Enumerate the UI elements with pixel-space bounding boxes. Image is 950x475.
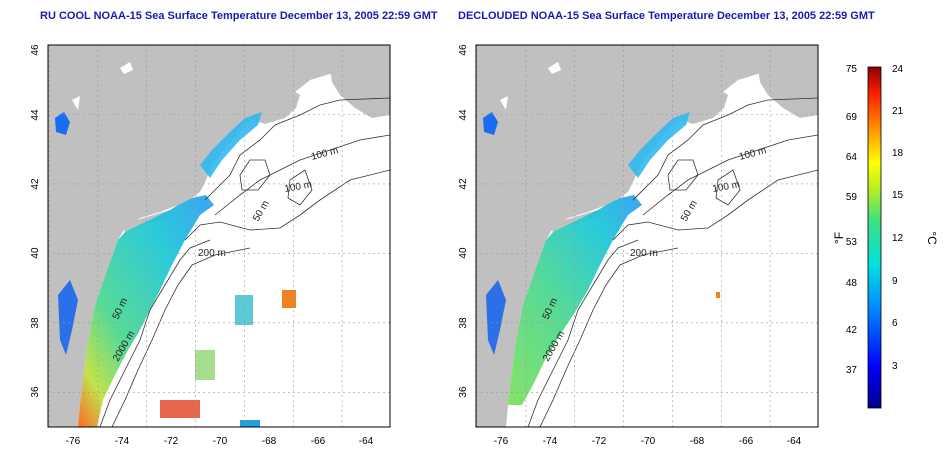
colorbar-ramp [867, 66, 882, 409]
fahrenheit-tick: 69 [846, 112, 858, 123]
left-map: 100 m 100 m 50 m 200 m 50 m 2000 m [30, 44, 391, 447]
celsius-tick: 12 [892, 233, 904, 244]
sst-gulf-of-maine [200, 112, 262, 178]
fahrenheit-label: °F [832, 232, 846, 244]
land-newfoundland [758, 62, 818, 118]
lon-tick-label: -74 [543, 436, 558, 447]
celsius-tick: 6 [892, 318, 898, 329]
fahrenheit-tick: 37 [846, 365, 858, 376]
fahrenheit-tick: 53 [846, 237, 858, 248]
sst-bay-blue [58, 280, 78, 355]
grid [48, 45, 390, 427]
colorbar: 75 69 64 59 53 48 42 37 °F 24 21 18 15 1… [832, 64, 939, 409]
sst-gulf-of-maine [628, 112, 690, 178]
fahrenheit-tick: 48 [846, 278, 858, 289]
lon-tick-label: -76 [494, 436, 509, 447]
lake [120, 62, 133, 74]
left-map-frame [47, 44, 391, 428]
land-mass [476, 45, 818, 427]
sst-patch [240, 420, 260, 427]
bathymetry-contours [99, 97, 390, 427]
left-map-title: RU COOL NOAA-15 Sea Surface Temperature … [40, 10, 438, 22]
lon-tick-label: -72 [592, 436, 607, 447]
lon-tick-label: -68 [690, 436, 705, 447]
land-nova-scotia [678, 88, 728, 124]
sst-lake-blue [483, 112, 498, 135]
lat-tick-label: 40 [458, 247, 469, 259]
grid [476, 45, 818, 427]
lon-tick-label: -74 [115, 436, 130, 447]
land-newfoundland [330, 62, 390, 118]
colorbar-celsius-ticks: 24 21 18 15 12 9 6 3 [892, 64, 904, 372]
lon-tick-label: -70 [641, 436, 656, 447]
lat-tick-label: 38 [30, 317, 41, 329]
celsius-tick: 18 [892, 148, 904, 159]
celsius-tick: 21 [892, 106, 904, 117]
contour-label: 200 m [630, 248, 658, 259]
sst-bay-blue [486, 280, 506, 355]
celsius-tick: 15 [892, 190, 904, 201]
sst-patch [160, 400, 200, 418]
celsius-label: °C [925, 231, 939, 245]
lat-tick-label: 46 [30, 44, 41, 56]
lon-tick-label: -68 [262, 436, 277, 447]
lake [72, 96, 80, 110]
left-lon-axis: -76 -74 -72 -70 -68 -66 -64 [66, 436, 374, 447]
lat-tick-label: 40 [30, 247, 41, 259]
lake [548, 62, 561, 74]
lon-tick-label: -66 [739, 436, 754, 447]
right-lon-axis: -76 -74 -72 -70 -68 -66 -64 [494, 436, 802, 447]
lat-tick-label: 44 [458, 109, 469, 121]
contour-label: 200 m [198, 248, 226, 259]
land-mass [48, 45, 390, 427]
celsius-tick: 3 [892, 361, 898, 372]
right-map-frame [475, 44, 819, 428]
right-map-title: DECLOUDED NOAA-15 Sea Surface Temperatur… [458, 10, 875, 22]
lat-tick-label: 44 [30, 109, 41, 121]
lon-tick-label: -70 [213, 436, 228, 447]
fahrenheit-tick: 59 [846, 192, 858, 203]
celsius-tick: 24 [892, 64, 904, 75]
sst-patch [235, 295, 253, 325]
sst-shelf-swath [78, 195, 214, 427]
contour-label: 100 m [712, 179, 741, 195]
lon-tick-label: -66 [311, 436, 326, 447]
colorbar-fahrenheit-ticks: 75 69 64 59 53 48 42 37 [846, 64, 858, 376]
lon-tick-label: -64 [787, 436, 802, 447]
sst-lake-blue [55, 112, 70, 135]
right-lat-axis: 36 38 40 42 44 46 [458, 44, 469, 398]
lat-tick-label: 42 [458, 178, 469, 190]
bathymetry-contours [527, 97, 818, 427]
lat-tick-label: 46 [458, 44, 469, 56]
right-map: 100 m 100 m 50 m 200 m 50 m 2000 m [458, 44, 819, 447]
lat-tick-label: 36 [458, 386, 469, 398]
sst-patch [716, 292, 720, 298]
fahrenheit-tick: 42 [846, 325, 858, 336]
lat-tick-label: 36 [30, 386, 41, 398]
lake [500, 96, 508, 110]
lon-tick-label: -64 [359, 436, 374, 447]
lat-tick-label: 42 [30, 178, 41, 190]
left-lat-axis: 36 38 40 42 44 46 [30, 44, 41, 398]
contour-label: 100 m [284, 179, 313, 195]
land-nova-scotia [250, 88, 300, 124]
lon-tick-label: -76 [66, 436, 81, 447]
lon-tick-label: -72 [164, 436, 179, 447]
celsius-tick: 9 [892, 276, 898, 287]
sst-patch [282, 290, 296, 308]
sst-patch [195, 350, 215, 380]
fahrenheit-tick: 75 [846, 64, 858, 75]
fahrenheit-tick: 64 [846, 152, 858, 163]
lat-tick-label: 38 [458, 317, 469, 329]
